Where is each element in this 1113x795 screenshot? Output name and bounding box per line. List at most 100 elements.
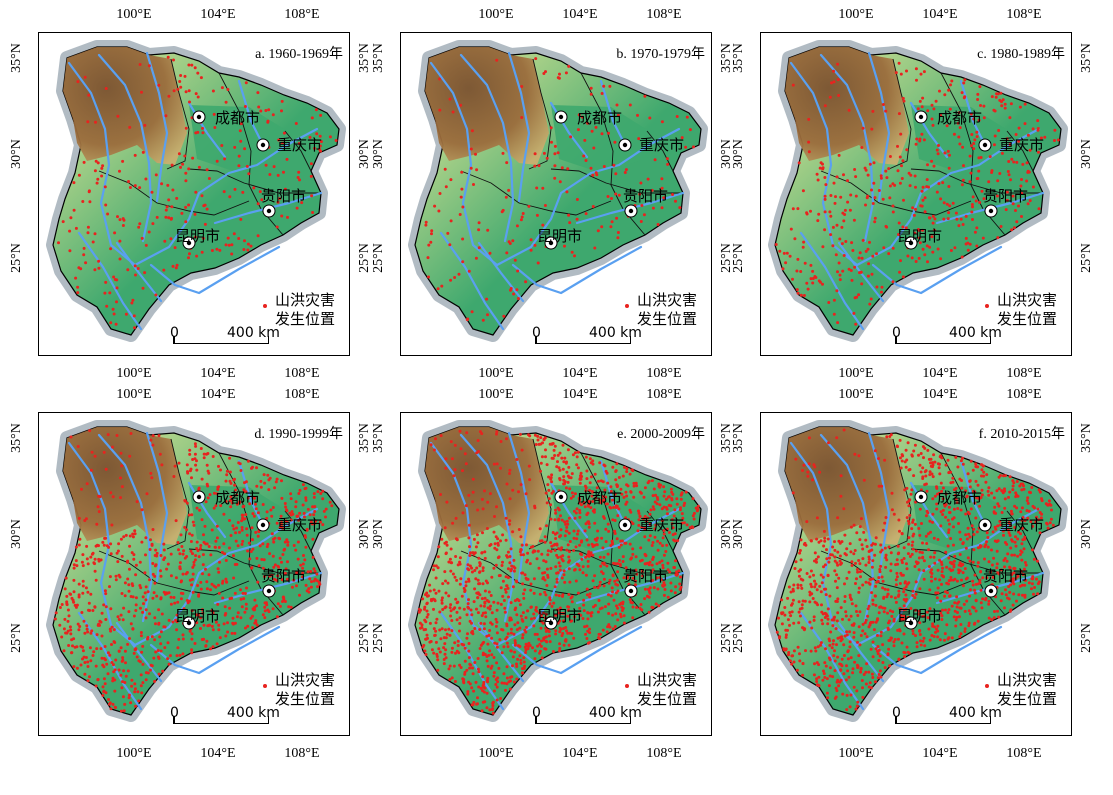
hazard-point [440,537,444,541]
hazard-point [184,90,188,94]
hazard-point [864,168,868,172]
hazard-point [1023,535,1027,539]
hazard-point [544,448,547,452]
hazard-point [960,562,964,566]
hazard-point [642,213,646,217]
hazard-point [444,636,448,640]
hazard-point [987,493,991,497]
hazard-point [634,568,638,572]
hazard-point [871,109,875,113]
hazard-points [775,428,1055,712]
hazard-point [456,600,460,604]
lon-label-bottom: 100°E [838,746,874,761]
hazard-point [936,629,940,633]
city-label: 贵阳市 [623,567,669,585]
hazard-point [86,665,90,668]
hazard-point [827,684,831,688]
hazard-point [121,159,125,163]
lon-label-top: 104°E [200,7,236,22]
hazard-point [191,565,195,569]
hazard-point [111,307,115,311]
hazard-point [835,573,839,577]
hazard-point [424,628,428,631]
hazard-point [282,596,286,600]
hazard-point [880,290,883,294]
hazard-point [486,676,490,680]
hazard-point [846,669,850,673]
hazard-point [521,633,525,637]
hazard-point [910,552,914,556]
hazard-point [926,448,930,452]
hazard-point [188,252,191,256]
hazard-point [617,507,621,511]
hazard-point [463,646,467,650]
hazard-point [516,657,520,661]
hazard-point [423,649,427,653]
river-line [97,433,153,623]
hazard-point [1022,484,1025,488]
hazard-point [233,145,237,149]
hazard-point [117,649,121,653]
hazard-point [472,700,476,704]
hazard-point [563,534,567,538]
hazard-point [564,71,568,75]
hazard-point [495,608,499,612]
hazard-point [917,556,921,560]
hazard-point [954,455,958,459]
hazard-point [670,518,674,522]
hazard-point [964,533,968,537]
hazard-point [821,162,824,166]
hazard-point [880,285,884,289]
hazard-point [538,611,541,615]
legend-line: 山洪灾害 [637,291,698,309]
hazard-point [973,138,977,142]
hazard-point [153,554,157,557]
hazard-point [971,560,975,564]
hazard-point [146,671,150,675]
hazard-point [525,543,528,547]
hazard-point [904,465,908,469]
hazard-point [961,571,965,575]
hazard-point [581,571,585,575]
hazard-point [104,280,108,284]
hazard-point [1009,509,1013,513]
hazard-point [585,593,589,597]
hazard-point [162,558,166,562]
map-panel: 100°E 100°E 104°E 104°E 108°E 108°E 35°N 35°N 30… [731,7,1094,381]
hazard-point [832,639,835,643]
hazard-point [833,201,837,205]
hazard-point [1021,573,1025,576]
hazard-point [572,529,576,533]
hazard-point [589,614,593,618]
hazard-point [256,580,260,584]
hazard-point [836,78,840,82]
hazard-point [832,298,836,302]
hazard-point [181,162,185,166]
hazard-point [508,497,512,501]
hazard-point [424,220,428,224]
lon-label-bottom: 104°E [200,746,236,761]
hazard-point [154,650,158,654]
hazard-point [836,270,839,274]
hazard-point [490,611,494,615]
hazard-point [963,78,967,82]
hazard-point [102,677,106,681]
hazard-point [599,501,603,505]
hazard-point [864,618,868,622]
hazard-point [181,552,185,556]
hazard-point [592,508,596,512]
hazard-point [931,475,935,479]
hazard-point [614,582,618,586]
hazard-point [444,457,448,461]
hazard-point [131,298,135,302]
legend-line: 发生位置 [637,690,698,708]
hazard-point [869,647,873,651]
hazard-point [622,495,626,499]
hazard-point [780,622,784,626]
hazard-point [845,630,849,634]
hazard-point [147,64,151,68]
hazard-point [507,595,510,599]
hazard-point [838,541,842,545]
hazard-point [556,151,560,155]
hazard-point [261,566,265,570]
